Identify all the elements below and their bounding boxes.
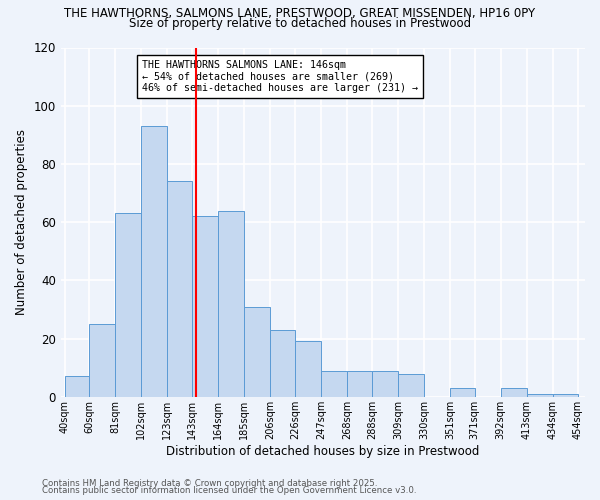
Bar	[167, 182, 192, 397]
Bar	[115, 214, 142, 397]
Bar	[142, 126, 167, 397]
Text: Size of property relative to detached houses in Prestwood: Size of property relative to detached ho…	[129, 16, 471, 30]
Bar	[347, 370, 372, 397]
Bar	[398, 374, 424, 397]
Bar	[295, 342, 321, 397]
Bar	[553, 394, 578, 397]
Bar	[89, 324, 115, 397]
Bar	[321, 370, 347, 397]
Text: Contains public sector information licensed under the Open Government Licence v3: Contains public sector information licen…	[42, 486, 416, 495]
Bar	[372, 370, 398, 397]
Bar	[501, 388, 527, 397]
Bar	[218, 210, 244, 397]
Bar	[65, 376, 89, 397]
Bar	[192, 216, 218, 397]
Text: Contains HM Land Registry data © Crown copyright and database right 2025.: Contains HM Land Registry data © Crown c…	[42, 478, 377, 488]
Bar	[450, 388, 475, 397]
Bar	[270, 330, 295, 397]
Text: THE HAWTHORNS, SALMONS LANE, PRESTWOOD, GREAT MISSENDEN, HP16 0PY: THE HAWTHORNS, SALMONS LANE, PRESTWOOD, …	[64, 8, 536, 20]
Text: THE HAWTHORNS SALMONS LANE: 146sqm
← 54% of detached houses are smaller (269)
46: THE HAWTHORNS SALMONS LANE: 146sqm ← 54%…	[142, 60, 418, 93]
Y-axis label: Number of detached properties: Number of detached properties	[15, 129, 28, 315]
Bar	[244, 306, 270, 397]
X-axis label: Distribution of detached houses by size in Prestwood: Distribution of detached houses by size …	[166, 444, 479, 458]
Bar	[527, 394, 553, 397]
